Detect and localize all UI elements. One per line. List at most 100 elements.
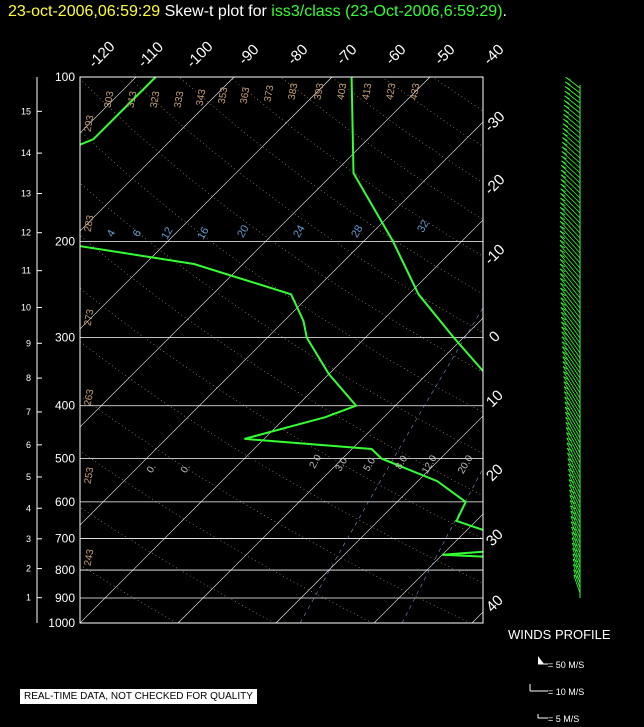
- wind-barb-flag: [572, 558, 579, 563]
- wind-barb-flag: [560, 311, 567, 316]
- wind-barb-flag: [565, 427, 572, 431]
- dry-adiabat: [80, 130, 483, 413]
- theta-label: 383: [287, 82, 301, 101]
- wind-barb-flag: [560, 174, 567, 179]
- wind-barb: [559, 235, 581, 259]
- wind-barb-flag: [560, 193, 566, 197]
- dry-adiabat: [280, 77, 483, 220]
- wind-barb-flag: [559, 263, 566, 268]
- dry-adiabat: [80, 506, 275, 623]
- dry-adiabat: [80, 234, 483, 496]
- wind-barb-flag: [564, 90, 571, 95]
- wind-barb-flag: [562, 127, 569, 132]
- wind-barb: [561, 321, 581, 349]
- pressure-tick-label: 800: [55, 563, 75, 577]
- mixing-ratio-label: 24: [291, 223, 308, 240]
- wind-barb-flag: [560, 197, 566, 202]
- wind-barb-flag: [571, 532, 578, 536]
- wind-barb-flag: [564, 95, 570, 100]
- right-temp-label: 30: [483, 526, 507, 550]
- wind-barb-flag: [561, 326, 567, 331]
- height-tick-label: 14: [21, 148, 31, 158]
- wind-barb: [560, 292, 581, 319]
- wind-barb: [572, 558, 581, 579]
- wind-barb: [564, 396, 581, 424]
- height-tick-label: 10: [21, 303, 31, 313]
- wind-barb-flag: [559, 216, 566, 221]
- wind-barb: [570, 516, 581, 539]
- wind-barb-flag: [566, 442, 573, 447]
- title-dot: .: [502, 3, 507, 20]
- height-tick-label: 7: [26, 407, 31, 417]
- wind-barb-flag: [561, 155, 567, 160]
- mixing-ratio-line: [576, 241, 644, 623]
- wind-barb: [572, 553, 581, 574]
- pressure-tick-label: 1000: [48, 616, 75, 630]
- wind-barb: [571, 526, 581, 549]
- wind-barb-flag: [562, 137, 568, 141]
- wind-barb: [559, 259, 581, 284]
- height-tick-label: 8: [26, 373, 31, 383]
- wind-barb-flag: [564, 406, 571, 411]
- wind-barb: [563, 381, 581, 409]
- mixing-ratio-label: 4: [105, 228, 118, 239]
- pressure-tick-label: 100: [55, 70, 75, 84]
- mixing-ratio-label: 20: [235, 223, 252, 240]
- wind-barb: [562, 137, 581, 154]
- isotherm-line: [80, 77, 431, 428]
- wind-barb: [561, 160, 581, 179]
- top-temp-label: -120: [85, 38, 118, 71]
- theta-label: 243: [83, 548, 97, 567]
- wind-barb: [560, 174, 581, 194]
- wind-barb-flag: [563, 376, 569, 380]
- wind-barb-flag: [569, 494, 576, 499]
- theta-label: 353: [217, 86, 231, 105]
- wind-barb: [564, 401, 581, 429]
- theta-label: 253: [83, 466, 97, 485]
- isotherm-line: [80, 77, 333, 330]
- wind-barb: [564, 411, 581, 439]
- dry-adiabat: [381, 77, 483, 147]
- moist-adiabat-label: 20.0: [456, 453, 475, 476]
- wind-barb: [561, 141, 581, 159]
- height-tick-label: 5: [26, 472, 31, 482]
- legend-pennant-50: [538, 656, 544, 664]
- wind-barb: [567, 458, 581, 484]
- wind-barb: [566, 432, 581, 459]
- wind-barb: [560, 179, 581, 199]
- legend-50ms: = 50 M/S: [548, 660, 585, 670]
- wind-barb-flag: [567, 458, 574, 462]
- wind-barb-flag: [573, 574, 580, 579]
- right-temp-label: 10: [483, 387, 507, 411]
- wind-barb: [572, 548, 581, 569]
- wind-barb: [561, 146, 581, 164]
- dry-adiabat: [80, 341, 483, 584]
- right-temp-label: 20: [483, 461, 507, 485]
- theta-label: 403: [336, 82, 350, 101]
- wind-barb-flag: [559, 235, 566, 239]
- wind-barb: [571, 542, 581, 564]
- wind-barb-flag: [561, 160, 567, 165]
- wind-barb: [561, 341, 581, 369]
- theta-label: 413: [361, 82, 375, 101]
- theta-label: 323: [149, 90, 163, 109]
- wind-barb-flag: [573, 564, 579, 568]
- wind-barb-flag: [568, 473, 574, 478]
- dry-adiabat: [80, 78, 483, 373]
- wind-barb: [563, 386, 581, 414]
- wind-barb-flag: [560, 188, 566, 193]
- wind-barb-flag: [572, 542, 578, 547]
- wind-barb-flag: [561, 321, 567, 326]
- wind-barb-flag: [564, 391, 570, 396]
- moist-adiabat-label: 12.0: [420, 453, 439, 476]
- wind-barb: [561, 165, 581, 184]
- height-tick-label: 13: [21, 189, 31, 199]
- isotherm-line: [80, 77, 235, 232]
- wind-barb: [559, 254, 581, 279]
- wind-barb: [569, 489, 581, 514]
- wind-barb: [563, 114, 581, 129]
- theta-label: 433: [409, 82, 423, 101]
- wind-barb: [563, 109, 581, 124]
- mixing-ratio-label: 6: [131, 228, 144, 239]
